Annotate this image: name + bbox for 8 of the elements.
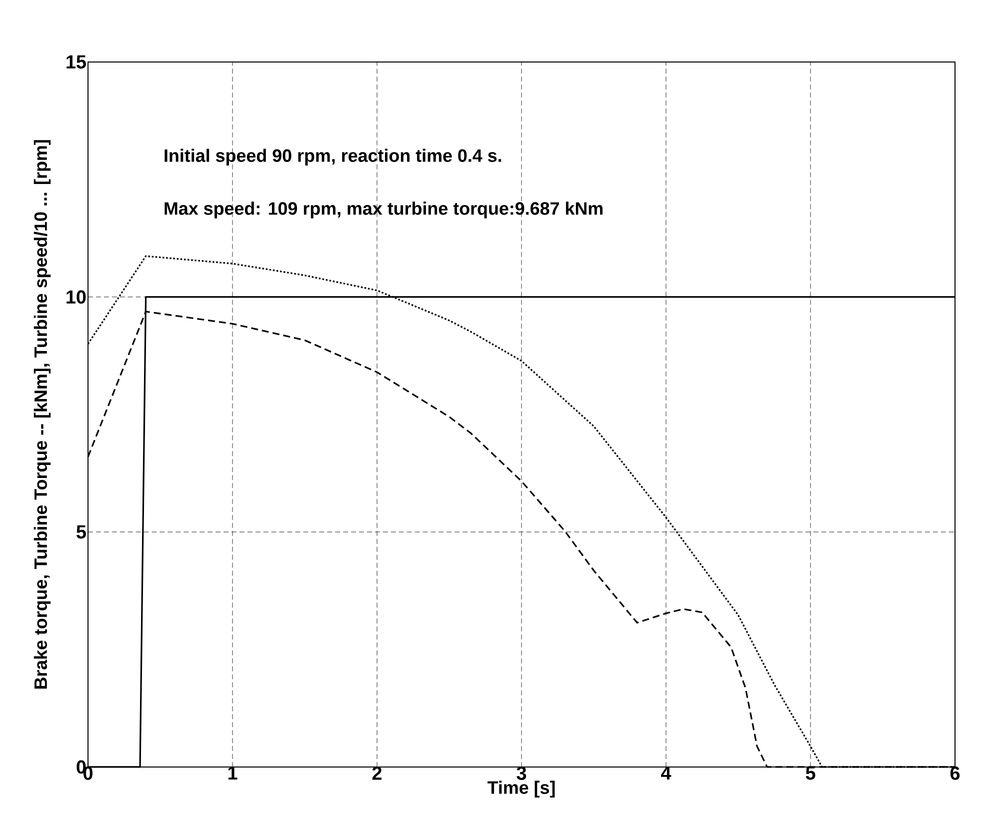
x-axis-title: Time [s] <box>487 780 555 798</box>
annotation: Max speed: 109 rpm, max turbine torque:9.687 kNm <box>164 202 603 218</box>
y-tick-label: 5 <box>76 525 86 539</box>
annotation: Initial speed 90 rpm, reaction time 0.4 s. <box>164 148 502 166</box>
y-axis-title: Brake torque, Turbine Torque -- [kNm], Turbine speed/10 ... [rpm] <box>34 140 51 689</box>
y-tick-label: 10 <box>66 290 86 304</box>
x-tick-label: 6 <box>950 766 960 780</box>
y-tick-label: 15 <box>66 55 86 69</box>
